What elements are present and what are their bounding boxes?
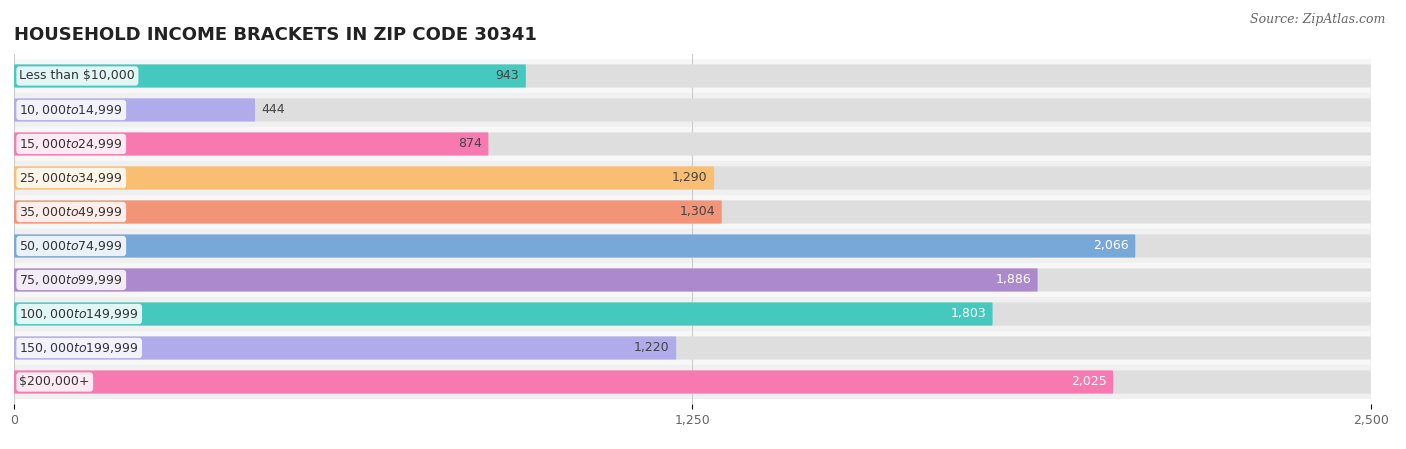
FancyBboxPatch shape xyxy=(14,370,1114,394)
FancyBboxPatch shape xyxy=(14,336,1371,360)
Text: $150,000 to $199,999: $150,000 to $199,999 xyxy=(20,341,139,355)
FancyBboxPatch shape xyxy=(14,229,1371,263)
FancyBboxPatch shape xyxy=(14,234,1371,258)
Text: $50,000 to $74,999: $50,000 to $74,999 xyxy=(20,239,122,253)
Text: $10,000 to $14,999: $10,000 to $14,999 xyxy=(20,103,122,117)
FancyBboxPatch shape xyxy=(14,303,993,326)
Text: 1,304: 1,304 xyxy=(679,206,716,219)
FancyBboxPatch shape xyxy=(14,234,1135,258)
FancyBboxPatch shape xyxy=(14,269,1038,291)
Text: Less than $10,000: Less than $10,000 xyxy=(20,70,135,83)
Text: HOUSEHOLD INCOME BRACKETS IN ZIP CODE 30341: HOUSEHOLD INCOME BRACKETS IN ZIP CODE 30… xyxy=(14,26,537,44)
Text: 874: 874 xyxy=(458,137,482,150)
FancyBboxPatch shape xyxy=(14,127,1371,161)
FancyBboxPatch shape xyxy=(14,93,1371,127)
Text: $200,000+: $200,000+ xyxy=(20,375,90,388)
Text: $35,000 to $49,999: $35,000 to $49,999 xyxy=(20,205,122,219)
Text: 2,066: 2,066 xyxy=(1094,239,1129,252)
FancyBboxPatch shape xyxy=(14,200,1371,224)
Text: $15,000 to $24,999: $15,000 to $24,999 xyxy=(20,137,122,151)
FancyBboxPatch shape xyxy=(14,132,1371,155)
FancyBboxPatch shape xyxy=(14,132,488,155)
FancyBboxPatch shape xyxy=(14,64,526,88)
FancyBboxPatch shape xyxy=(14,370,1371,394)
FancyBboxPatch shape xyxy=(14,336,676,360)
Text: 444: 444 xyxy=(262,103,285,116)
Text: $75,000 to $99,999: $75,000 to $99,999 xyxy=(20,273,122,287)
FancyBboxPatch shape xyxy=(14,365,1371,399)
FancyBboxPatch shape xyxy=(14,98,254,122)
FancyBboxPatch shape xyxy=(14,59,1371,93)
FancyBboxPatch shape xyxy=(14,331,1371,365)
FancyBboxPatch shape xyxy=(14,195,1371,229)
FancyBboxPatch shape xyxy=(14,64,1371,88)
FancyBboxPatch shape xyxy=(14,200,721,224)
FancyBboxPatch shape xyxy=(14,167,1371,189)
FancyBboxPatch shape xyxy=(14,263,1371,297)
Text: Source: ZipAtlas.com: Source: ZipAtlas.com xyxy=(1250,13,1385,26)
Text: 1,803: 1,803 xyxy=(950,308,986,321)
Text: 2,025: 2,025 xyxy=(1071,375,1107,388)
FancyBboxPatch shape xyxy=(14,297,1371,331)
Text: $25,000 to $34,999: $25,000 to $34,999 xyxy=(20,171,122,185)
FancyBboxPatch shape xyxy=(14,303,1371,326)
FancyBboxPatch shape xyxy=(14,269,1371,291)
FancyBboxPatch shape xyxy=(14,98,1371,122)
Text: 1,290: 1,290 xyxy=(672,172,707,185)
Text: $100,000 to $149,999: $100,000 to $149,999 xyxy=(20,307,139,321)
Text: 1,886: 1,886 xyxy=(995,273,1031,286)
FancyBboxPatch shape xyxy=(14,167,714,189)
Text: 1,220: 1,220 xyxy=(634,342,669,355)
FancyBboxPatch shape xyxy=(14,161,1371,195)
Text: 943: 943 xyxy=(496,70,519,83)
